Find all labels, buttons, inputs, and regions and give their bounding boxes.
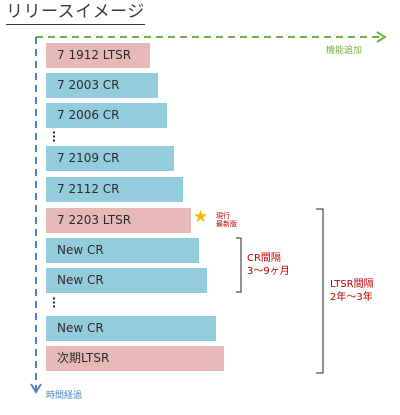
cr-interval-label: CR間隔 3～9ヶ月 [247,252,290,278]
ellipsis-vertical: · · · [51,292,57,313]
release-bar-7-2006-cr: 7 2006 CR [46,103,167,128]
release-bar-7-2203-ltsr: 7 2203 LTSR [46,208,191,233]
release-bar-new-cr-3: New CR [46,316,216,341]
cr-interval-line1: CR間隔 [247,253,281,264]
ltsr-interval-label: LTSR間隔 2年～3年 [330,278,374,304]
cr-interval-line2: 3～9ヶ月 [247,266,290,277]
star-icon: ★ [193,207,209,227]
release-bar-new-cr-2: New CR [46,268,207,293]
cr-interval-bracket [236,237,242,293]
page-title: リリースイメージ [6,2,145,25]
current-note-line1: 現行 [216,212,230,220]
current-latest-note: 現行 最新版 [216,212,237,228]
release-bar-next-ltsr: 次期LTSR [46,346,224,371]
ellipsis-vertical: · · · [51,126,57,147]
release-bar-7-1912-ltsr: 7 1912 LTSR [46,43,150,68]
ltsr-interval-line2: 2年～3年 [330,292,373,303]
current-note-line2: 最新版 [216,220,237,228]
release-bar-7-2109-cr: 7 2109 CR [46,146,174,171]
release-bar-new-cr-1: New CR [46,238,199,263]
release-bar-7-2112-cr: 7 2112 CR [46,177,183,202]
ltsr-interval-bracket [316,208,324,374]
x-axis-arrowhead [376,31,387,43]
x-axis-label: 機能追加 [326,46,363,56]
release-bar-7-2003-cr: 7 2003 CR [46,73,158,98]
y-axis-arrowhead [30,383,42,394]
y-axis-label: 時間経過 [46,391,83,401]
ltsr-interval-line1: LTSR間隔 [330,279,374,290]
